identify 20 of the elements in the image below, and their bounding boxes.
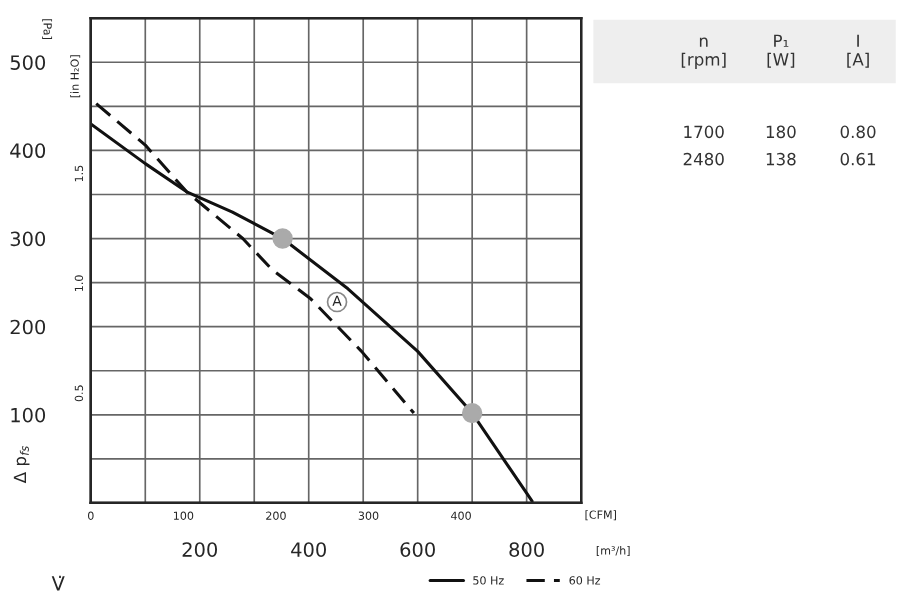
text: n [rpm] xyxy=(681,37,726,69)
x-axis-title: V̇ xyxy=(51,575,65,591)
text: P₁ [W] xyxy=(767,34,795,68)
text: 0.61 xyxy=(840,152,876,166)
y-tick-label: 100 xyxy=(11,407,46,423)
x-tick-label: 400 xyxy=(291,542,326,557)
text: I [A] xyxy=(847,34,869,68)
text: 180 xyxy=(766,125,796,139)
x-tick-label: 800 xyxy=(509,542,544,557)
x-tick-label: 200 xyxy=(182,542,218,557)
text: 138 xyxy=(766,152,796,166)
text: 0.80 xyxy=(840,125,876,139)
x-tick-label: 600 xyxy=(400,542,435,557)
y-tick-label: 400 xyxy=(10,143,46,159)
y-tick-label: 300 xyxy=(10,231,46,247)
text: 1700 xyxy=(684,125,724,139)
text: 2480 xyxy=(683,152,724,166)
y-tick-label: 500 xyxy=(10,55,46,70)
y-tick-label: 200 xyxy=(10,319,46,335)
y-axis-title: Δ p$_{fs}$ xyxy=(13,445,30,484)
